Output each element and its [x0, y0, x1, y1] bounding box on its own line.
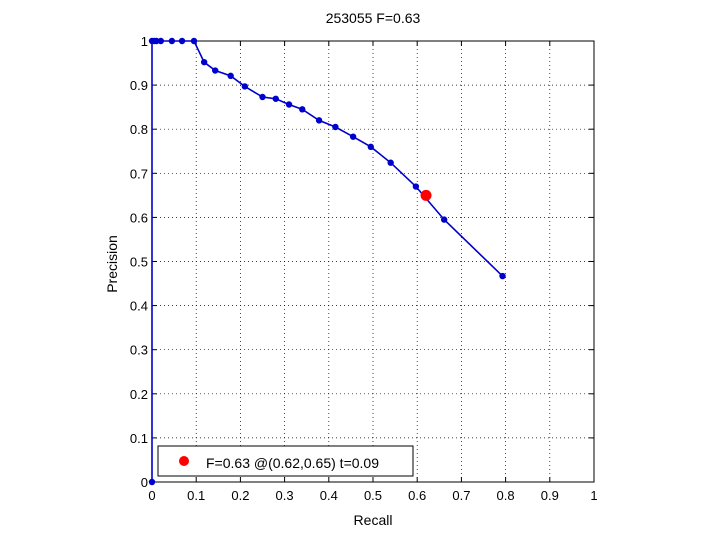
data-point — [272, 95, 279, 102]
grid-lines — [152, 41, 594, 482]
data-point — [315, 117, 323, 124]
data-point — [259, 93, 266, 101]
data-point — [168, 37, 176, 45]
y-tick-label: 0.7 — [130, 166, 148, 181]
data-point — [190, 37, 198, 45]
y-tick-label: 0.6 — [130, 210, 148, 225]
y-tick-label: 0 — [141, 475, 148, 490]
data-point — [153, 37, 160, 45]
y-tick-label: 1 — [141, 34, 148, 49]
data-point — [440, 216, 448, 223]
x-tick-label: 1 — [590, 488, 597, 503]
data-point — [157, 37, 165, 45]
x-tick-label: 0.9 — [541, 488, 559, 503]
y-tick-label: 0.3 — [130, 343, 148, 358]
data-point — [349, 133, 357, 140]
axis-ticks: 0 0.1 0.2 0.3 0.4 0.5 0.6 0.7 0.8 0.9 1 0 0.1 0.2 0.3 0… — [130, 34, 598, 503]
y-tick-label: 0.5 — [130, 255, 148, 270]
data-point — [178, 37, 186, 45]
data-point — [299, 106, 306, 113]
x-tick-label: 0 — [148, 488, 155, 503]
best-f-point — [420, 189, 432, 201]
data-point — [387, 159, 394, 166]
y-tick-label: 0.8 — [130, 122, 148, 137]
data-point — [227, 72, 234, 80]
y-tick-label: 0.9 — [130, 78, 148, 93]
x-tick-label: 0.5 — [364, 488, 382, 503]
chart-title: 253055 F=0.63 — [326, 10, 421, 26]
data-point — [367, 143, 374, 151]
x-tick-label: 0.6 — [408, 488, 426, 503]
x-tick-label: 0.1 — [187, 488, 205, 503]
x-tick-label: 0.8 — [497, 488, 515, 503]
x-tick-label: 0.4 — [320, 488, 338, 503]
y-axis-label: Precision — [104, 235, 120, 293]
y-tick-label: 0.4 — [130, 299, 148, 314]
data-point — [412, 183, 420, 190]
legend-box — [157, 445, 414, 477]
highlight-group — [420, 189, 432, 201]
legend-label: F=0.63 @(0.62,0.65) t=0.09 — [206, 455, 379, 471]
data-point — [332, 123, 339, 131]
x-axis-label: Recall — [354, 512, 393, 528]
legend-marker — [179, 456, 189, 466]
legend: F=0.63 @(0.62,0.65) t=0.09 — [157, 445, 414, 477]
data-point — [212, 67, 219, 74]
y-tick-label: 0.1 — [130, 431, 148, 446]
data-point — [285, 101, 293, 108]
data-point — [499, 272, 506, 280]
y-tick-label: 0.2 — [130, 387, 148, 402]
data-point — [148, 478, 156, 486]
x-tick-label: 0.7 — [452, 488, 470, 503]
x-tick-label: 0.2 — [231, 488, 249, 503]
series-group — [148, 37, 506, 486]
data-point — [200, 58, 208, 66]
data-point — [241, 83, 249, 90]
x-tick-label: 0.3 — [276, 488, 294, 503]
